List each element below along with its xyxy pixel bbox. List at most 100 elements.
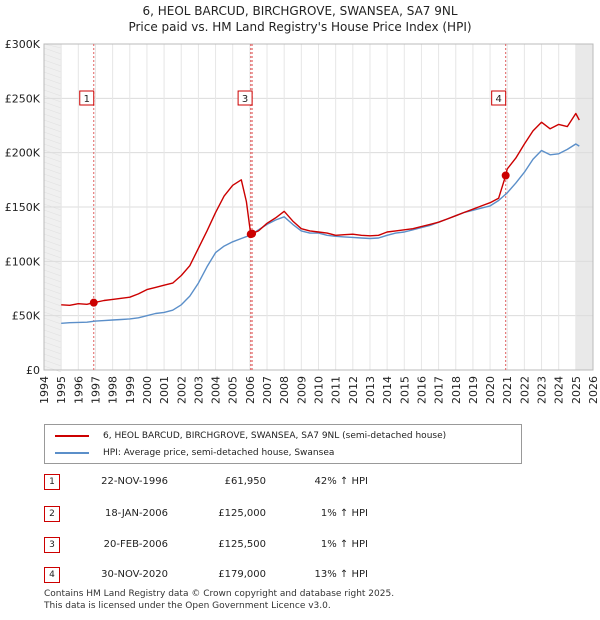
x-tick-label: 2017 (433, 376, 446, 404)
hatch-line (43, 53, 62, 61)
x-tick-label: 2018 (450, 376, 463, 404)
y-tick-label: £50K (12, 310, 41, 323)
hatch-line (43, 263, 62, 271)
hatch-line (43, 311, 62, 319)
x-tick-label: 2021 (501, 376, 514, 404)
hatch-line (43, 95, 62, 103)
hatch-line (43, 293, 62, 301)
transaction-hpi: 42% ↑ HPI (314, 476, 368, 487)
transaction-hpi: 1% ↑ HPI (320, 508, 368, 519)
x-tick-label: 2005 (227, 376, 240, 404)
hatch-line (43, 347, 62, 355)
footer-license: This data is licensed under the Open Gov… (44, 601, 331, 611)
x-tick-label: 2004 (210, 376, 223, 404)
chart-title: 6, HEOL BARCUD, BIRCHGROVE, SWANSEA, SA7… (142, 4, 458, 18)
price-chart: £0 £50K £100K £150K £200K £250K £300K 1994 1995 1… (5, 38, 600, 404)
hatch-line (43, 143, 62, 151)
hatch-line (43, 89, 62, 97)
hatch-line (43, 125, 62, 133)
x-tick-label: 1997 (89, 376, 102, 404)
hatch-line (43, 131, 62, 139)
hatch-line (43, 77, 62, 85)
transaction-price: £125,000 (218, 508, 266, 519)
transaction-box-frame (491, 90, 507, 106)
hatch-line (43, 227, 62, 235)
hatch-line (43, 365, 62, 373)
transaction-point (501, 171, 510, 180)
legend: 6, HEOL BARCUD, BIRCHGROVE, SWANSEA, SA7… (44, 424, 522, 464)
x-tick-label: 2011 (330, 376, 343, 404)
x-tick-label: 1995 (55, 376, 68, 404)
hatch-line (43, 287, 62, 295)
hatch-line (43, 47, 62, 55)
hatch-line (43, 239, 62, 247)
hatch-line (43, 65, 62, 73)
hatch-line (43, 269, 62, 277)
hatch-line (43, 359, 62, 367)
transaction-point (89, 298, 98, 307)
y-tick-label: £0 (26, 364, 40, 377)
hatch-line (43, 323, 62, 331)
hatch-line (43, 353, 62, 361)
y-tick-label: £250K (5, 92, 41, 105)
transaction-marker: 1 (44, 474, 60, 490)
legend-label-hpi: HPI: Average price, semi-detached house,… (103, 448, 335, 458)
hatch-line (43, 317, 62, 325)
transaction-date: 18-JAN-2006 (104, 508, 168, 519)
hatch-line (43, 245, 62, 253)
hatch-line (43, 335, 62, 343)
hatch-line (43, 221, 62, 229)
transaction-point (248, 229, 257, 238)
x-tick-label: 2023 (536, 376, 549, 404)
x-tick-label: 2007 (261, 376, 274, 404)
transaction-date: 30-NOV-2020 (101, 569, 168, 580)
transaction-box: 3 (237, 90, 253, 106)
chart-subtitle: Price paid vs. HM Land Registry's House … (128, 20, 472, 34)
hatch-line (43, 179, 62, 187)
plot-frame (43, 43, 594, 371)
hatch-line (43, 137, 62, 145)
x-tick-label: 2010 (313, 376, 326, 404)
transaction-date: 20-FEB-2006 (103, 539, 168, 550)
hatch-line (43, 299, 62, 307)
x-tick-label: 2019 (467, 376, 480, 404)
x-tick-label: 2001 (158, 376, 171, 404)
hatch-line (43, 155, 62, 163)
property-price-line (61, 112, 580, 306)
x-tick-label: 2009 (295, 376, 308, 404)
transaction-hpi: 13% ↑ HPI (314, 569, 368, 580)
transaction-price: £179,000 (218, 569, 266, 580)
hatch-line (43, 101, 62, 109)
x-tick-label: 2026 (587, 376, 600, 404)
hatch-line (43, 161, 62, 169)
x-tick-label: 1996 (72, 376, 85, 404)
legend-item-hpi: HPI: Average price, semi-detached house,… (55, 445, 334, 461)
hpi-line (61, 143, 580, 324)
hatch-line (43, 209, 62, 217)
transaction-box: 4 (491, 90, 507, 106)
hatch-line (43, 43, 62, 49)
transaction-price: £61,950 (224, 476, 266, 487)
hatch-line (43, 167, 62, 175)
hatch-line (43, 305, 62, 313)
x-tick-label: 1998 (107, 376, 120, 404)
hatch-line (43, 251, 62, 259)
transaction-marker: 2 (44, 506, 60, 522)
x-tick-label: 2006 (244, 376, 257, 404)
y-tick-label: £150K (5, 201, 41, 214)
legend-label-property: 6, HEOL BARCUD, BIRCHGROVE, SWANSEA, SA7… (103, 431, 447, 441)
transaction-box-frame (237, 90, 253, 106)
footer-copyright: Contains HM Land Registry data © Crown c… (44, 589, 395, 599)
hatch-line (43, 191, 62, 199)
transaction-box: 1 (79, 90, 95, 106)
x-tick-label: 2002 (175, 376, 188, 404)
hatch-line (43, 83, 62, 91)
y-tick-label: £100K (5, 255, 41, 268)
transaction-marker: 3 (44, 537, 60, 553)
hatch-line (43, 215, 62, 223)
x-tick-label: 2024 (553, 376, 566, 404)
x-tick-label: 1999 (124, 376, 137, 404)
hatch-line (43, 107, 62, 115)
transaction-date: 22-NOV-1996 (101, 476, 168, 487)
hatch-line (43, 197, 62, 205)
